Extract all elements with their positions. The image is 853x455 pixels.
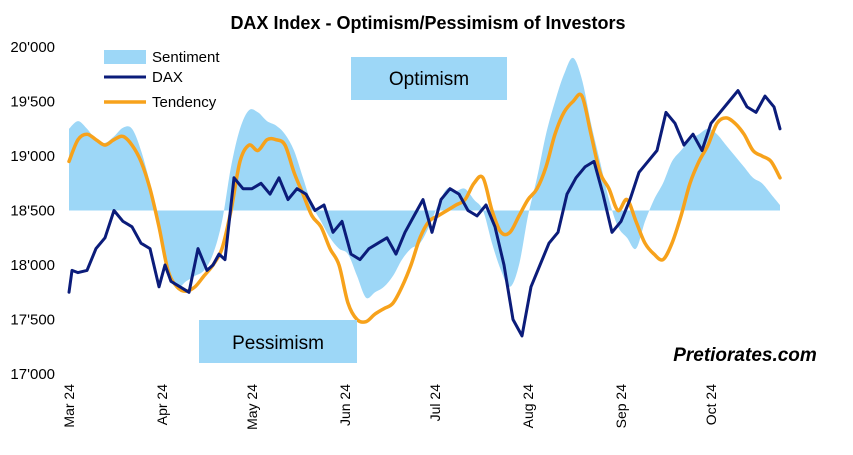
x-tick-label: Apr 24 — [154, 384, 170, 425]
y-tick-label: 18'500 — [10, 203, 55, 220]
optimism-box — [351, 57, 507, 100]
y-tick-label: 18'000 — [10, 257, 55, 274]
y-tick-label: 20'000 — [10, 39, 55, 56]
plot-area — [67, 57, 782, 338]
sentiment-area — [69, 57, 780, 299]
dax-line — [67, 89, 782, 338]
optimism-label: Optimism — [389, 69, 469, 90]
legend: Sentiment DAX Tendency — [104, 49, 220, 111]
pessimism-label: Pessimism — [232, 333, 324, 354]
y-tick-label: 19'500 — [10, 94, 55, 111]
x-tick-label: May 24 — [244, 384, 260, 430]
pessimism-annotation: Pessimism — [199, 320, 357, 363]
legend-swatch-sentiment — [104, 50, 146, 64]
y-tick-label: 17'000 — [10, 366, 55, 383]
x-tick-label: Jul 24 — [427, 384, 443, 422]
legend-label-sentiment: Sentiment — [152, 49, 220, 66]
optimism-annotation: Optimism — [351, 57, 507, 100]
y-tick-label: 19'000 — [10, 148, 55, 165]
legend-label-tendency: Tendency — [152, 94, 217, 111]
watermark: Pretiorates.com — [673, 345, 817, 366]
pessimism-box — [199, 320, 357, 363]
x-tick-label: Oct 24 — [703, 384, 719, 425]
x-axis-tick-labels: Mar 24 Apr 24 May 24 Jun 24 Jul 24 Aug 24 Sep … — [61, 384, 719, 430]
x-tick-label: Aug 24 — [520, 384, 536, 429]
chart-title: DAX Index - Optimism/Pessimism of Invest… — [230, 13, 625, 33]
x-tick-label: Mar 24 — [61, 384, 77, 428]
y-axis-tick-labels: 20'000 19'500 19'000 18'500 18'000 17'500 17'0… — [10, 39, 55, 383]
x-tick-label: Sep 24 — [613, 384, 629, 429]
y-tick-label: 17'500 — [10, 312, 55, 329]
legend-label-dax: DAX — [152, 69, 183, 86]
x-tick-label: Jun 24 — [337, 384, 353, 426]
